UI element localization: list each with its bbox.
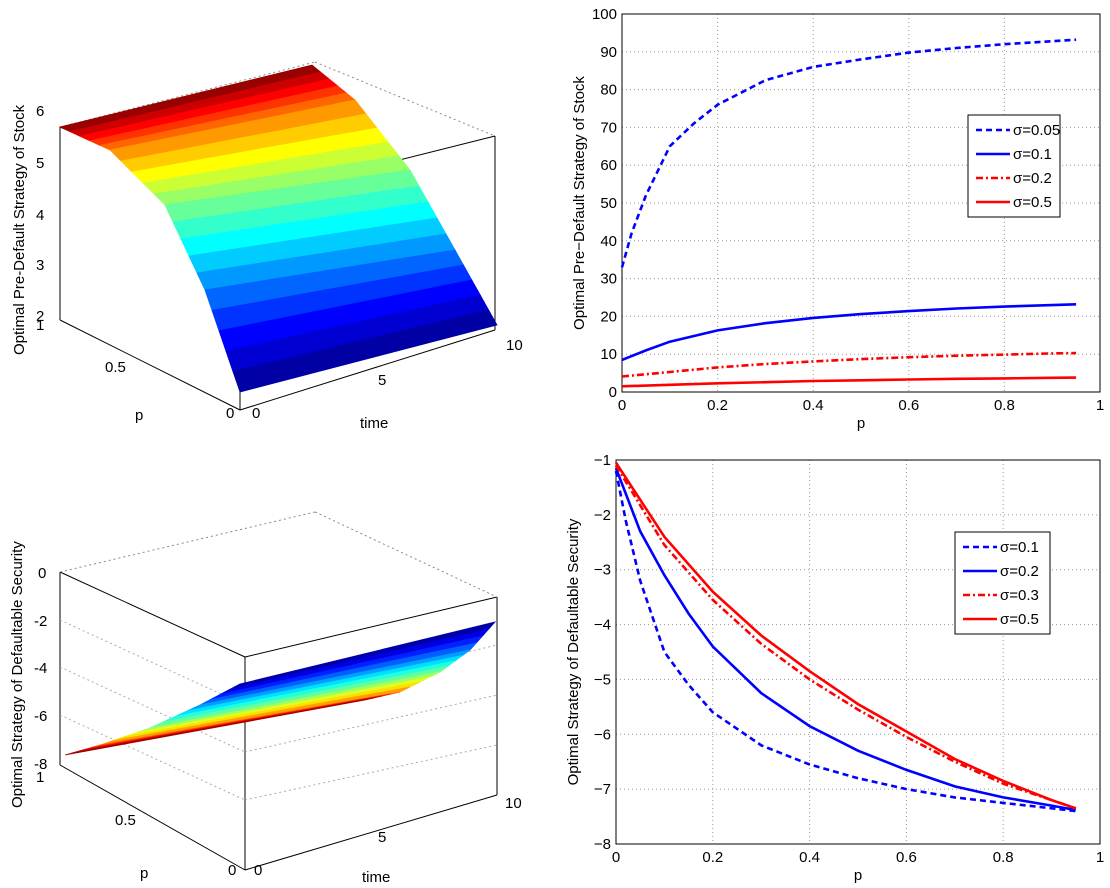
x-tick-label: 0.4 <box>803 397 824 414</box>
time-tick: 5 <box>378 829 386 846</box>
p-tick: 0.5 <box>105 359 126 376</box>
z-tick: 4 <box>36 207 44 224</box>
z-axis-label: Optimal Strategy of Defaultable Security <box>9 541 26 808</box>
time-tick: 0 <box>254 862 262 879</box>
y-tick-label: −7 <box>594 781 611 798</box>
p-tick: 0 <box>228 862 236 879</box>
z-tick: 3 <box>36 257 44 274</box>
legend-label: σ=0.2 <box>1000 563 1039 580</box>
legend-label: σ=0.1 <box>1013 146 1052 163</box>
y-tick-label: 70 <box>600 119 617 136</box>
x-tick-label: 0.6 <box>896 849 917 866</box>
z-tick: -2 <box>34 613 47 630</box>
x-tick-label: 0.6 <box>898 397 919 414</box>
x-tick-label: 0.2 <box>702 849 723 866</box>
p-tick: 0 <box>226 405 234 422</box>
y-tick-label: 60 <box>600 157 617 174</box>
p-tick: 1 <box>36 769 44 786</box>
series-line-σ=0.1 <box>614 470 1076 813</box>
series-line-σ=0.2 <box>614 467 1077 812</box>
time-tick: 5 <box>378 372 386 389</box>
time-axis-label: time <box>362 869 390 886</box>
series-line-σ=0.1 <box>621 303 1077 362</box>
y-tick-label: −8 <box>594 836 611 853</box>
p-axis-label: p <box>140 865 148 882</box>
series-line-σ=0.2 <box>621 351 1077 378</box>
y-axis-label: Optimal Strategy of Defaultable Security <box>565 518 582 785</box>
time-ticks-defaultable: 0 5 10 <box>254 795 522 879</box>
time-tick: 10 <box>506 337 523 354</box>
line-chart-stock: 0 0.2 0.4 0.6 0.8 10102030405060708090100pOpt… <box>571 6 1104 432</box>
z-tick: -8 <box>34 756 47 773</box>
legend <box>954 531 1051 635</box>
legend-label: σ=0.5 <box>1000 611 1039 628</box>
y-tick-label: 50 <box>600 195 617 212</box>
y-tick-label: 40 <box>600 233 617 250</box>
p-ticks-defaultable: 1 0.5 0 <box>36 769 236 879</box>
y-tick-label: 100 <box>592 6 617 23</box>
y-axis-label: Optimal Pre−Default Strategy of Stock <box>571 76 588 330</box>
y-tick-label: 30 <box>600 271 617 288</box>
p-axis-label: p <box>135 407 143 424</box>
surface-strip <box>64 697 374 756</box>
y-tick-label: 90 <box>600 44 617 61</box>
time-axis-label: time <box>360 415 388 432</box>
y-tick-label: −1 <box>594 452 611 469</box>
z-axis-label: Optimal Pre-Default Strategy of Stock <box>11 104 28 355</box>
surface-stock <box>58 64 498 393</box>
axes-frame <box>621 13 1101 393</box>
time-tick: 10 <box>505 795 522 812</box>
z-tick: -4 <box>34 660 47 677</box>
legend-label: σ=0.2 <box>1013 170 1052 187</box>
series-line-σ=0.3 <box>614 464 1077 810</box>
z-ticks-defaultable: 0 -2 -4 -6 -8 <box>34 565 47 773</box>
y-tick-label: 0 <box>609 384 617 401</box>
surface-defaultable <box>64 621 497 756</box>
series-line-σ=0.5 <box>614 461 1077 810</box>
z-tick: 5 <box>36 155 44 172</box>
z-tick: 6 <box>36 103 44 120</box>
y-tick-label: 80 <box>600 82 617 99</box>
line-chart-defaultable: 0 0.2 0.4 0.6 0.8 1 −1 −2 −3 −4 −5 −6 −7 −8 p Optimal S… <box>565 452 1104 884</box>
axes-frame <box>615 459 1101 845</box>
x-axis-label: p <box>857 415 865 432</box>
legend-label: σ=0.05 <box>1013 122 1060 139</box>
legend <box>967 114 1061 218</box>
p-tick: 1 <box>36 317 44 334</box>
x-tick-label: 0 <box>618 397 626 414</box>
z-tick: 2 <box>36 308 44 325</box>
y-tick-label: −2 <box>594 507 611 524</box>
x-tick-label: 0.4 <box>799 849 820 866</box>
surface-strip <box>232 309 498 393</box>
legend-label: σ=0.5 <box>1013 194 1052 211</box>
x-tick-label: 0.8 <box>994 397 1015 414</box>
x-tick-label: 1 <box>1096 849 1104 866</box>
z-tick: -6 <box>34 708 47 725</box>
surface-plot-stock: 6 5 4 3 2 1 0.5 0 0 5 10 p time Optimal … <box>11 61 523 432</box>
surface-plot-defaultable: 0 -2 -4 -6 -8 1 0.5 0 0 5 10 p time Opti… <box>9 511 522 886</box>
y-tick-label: −5 <box>594 671 611 688</box>
plot-area <box>616 460 1100 844</box>
y-tick-label: −4 <box>594 617 611 634</box>
z-tick: 0 <box>38 565 46 582</box>
y-tick-label: 20 <box>600 308 617 325</box>
x-tick-label: 0.8 <box>993 849 1014 866</box>
x-tick-label: 1 <box>1096 397 1104 414</box>
series-line-σ=0.05 <box>620 38 1077 268</box>
x-tick-label: 0.2 <box>707 397 728 414</box>
legend-label: σ=0.1 <box>1000 539 1039 556</box>
x-axis-label: p <box>854 867 862 884</box>
z-ticks-stock: 6 5 4 3 2 <box>36 103 44 325</box>
time-tick: 0 <box>252 405 260 422</box>
y-tick-label: 10 <box>600 346 617 363</box>
legend-label: σ=0.3 <box>1000 587 1039 604</box>
time-ticks-stock: 0 5 10 <box>252 337 523 422</box>
series-line-σ=0.5 <box>621 376 1077 388</box>
p-ticks-stock: 1 0.5 0 <box>36 317 234 422</box>
x-tick-label: 0 <box>612 849 620 866</box>
p-tick: 0.5 <box>115 812 136 829</box>
y-tick-label: −6 <box>594 726 611 743</box>
y-tick-label: −3 <box>594 562 611 579</box>
